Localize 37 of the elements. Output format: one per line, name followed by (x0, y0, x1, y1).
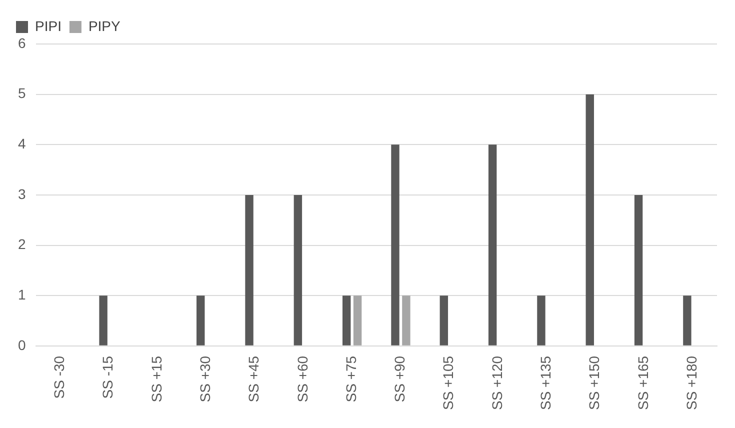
x-tick-label: SS +120 (488, 356, 505, 410)
x-tick-label: SS -15 (100, 356, 116, 399)
y-tick-label: 1 (18, 286, 26, 302)
x-tick-label: SS +60 (294, 356, 310, 402)
x-tick-label: SS -30 (50, 356, 67, 399)
x-tick-label: SS +105 (440, 356, 456, 410)
bar (537, 296, 546, 346)
x-tick-label: SS +180 (684, 356, 700, 410)
x-tick-label: SS +150 (586, 356, 602, 410)
x-tick-label: SS +75 (342, 356, 359, 402)
bar (196, 296, 205, 346)
y-tick-label: 2 (18, 236, 26, 252)
y-tick-label: 5 (18, 85, 26, 102)
x-tick-label: SS +165 (634, 356, 651, 410)
legend-label: PIPI (35, 18, 62, 34)
bar (353, 296, 362, 346)
bar (245, 194, 254, 346)
bar (440, 296, 448, 346)
bar (683, 296, 692, 346)
bar (488, 144, 497, 346)
bar (586, 94, 594, 346)
legend-label: PIPY (88, 18, 122, 34)
bar (402, 296, 410, 346)
bar (99, 296, 108, 346)
x-tick-label: SS +30 (196, 356, 213, 402)
y-tick-label: 6 (18, 34, 26, 51)
y-tick-label: 0 (18, 336, 26, 353)
bar (342, 296, 351, 346)
y-tick-label: 3 (18, 186, 26, 202)
bar (634, 194, 643, 346)
bar (294, 194, 302, 346)
x-tick-label: SS +45 (246, 356, 262, 402)
x-tick-label: SS +15 (148, 356, 164, 402)
y-tick-label: 4 (18, 135, 26, 152)
x-tick-label: SS +135 (538, 356, 554, 410)
bar (391, 144, 400, 346)
x-tick-label: SS +90 (392, 356, 408, 402)
